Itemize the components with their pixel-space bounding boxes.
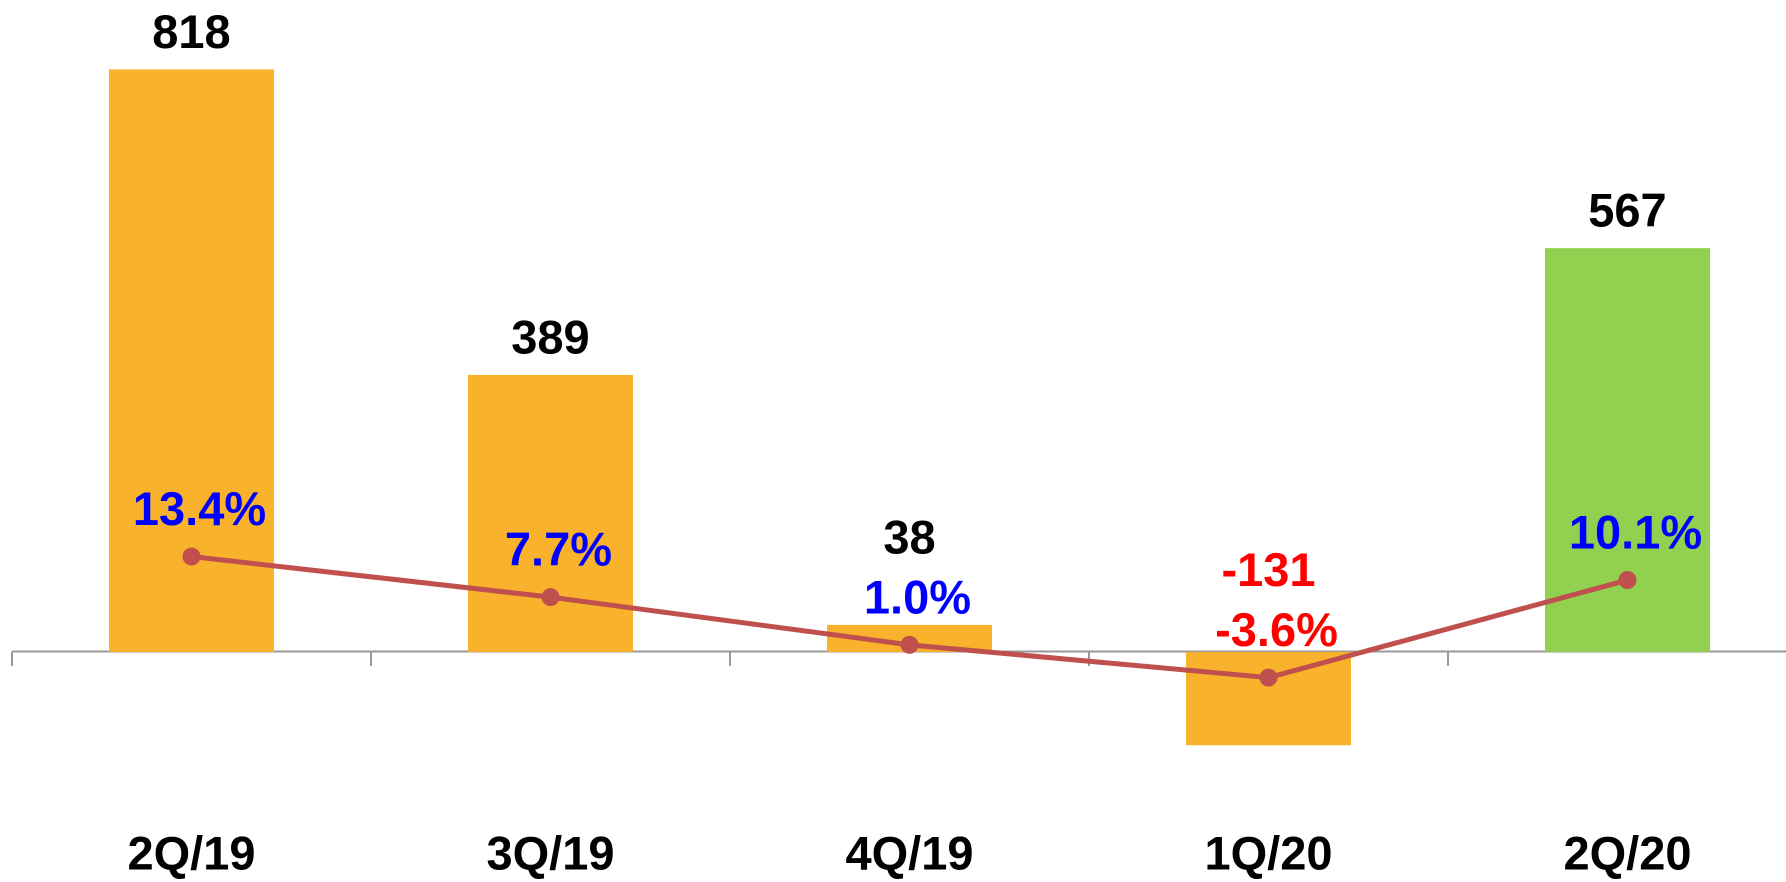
- line-value-label: 10.1%: [1569, 505, 1702, 558]
- line-value-label: 1.0%: [864, 570, 971, 623]
- bar-value-label: -131: [1221, 543, 1315, 596]
- x-tick-label: 4Q/19: [845, 826, 973, 879]
- line-point: [1259, 668, 1278, 687]
- line-value-label: -3.6%: [1215, 603, 1338, 656]
- bar-value-label: 389: [511, 310, 589, 363]
- x-tick-label: 2Q/19: [127, 826, 255, 879]
- line-point: [1618, 571, 1637, 590]
- x-tick-label: 2Q/20: [1563, 826, 1691, 879]
- bar-value-label: 38: [883, 510, 935, 563]
- bar-value-label: 818: [152, 5, 230, 58]
- x-tick-label: 1Q/20: [1204, 826, 1332, 879]
- line-value-label: 7.7%: [505, 523, 612, 576]
- bar: [1545, 248, 1710, 652]
- x-tick-label: 3Q/19: [486, 826, 614, 879]
- bar: [468, 374, 633, 652]
- bar-value-label: 567: [1588, 184, 1666, 237]
- line-point: [541, 588, 560, 607]
- line-value-label: 13.4%: [133, 482, 266, 535]
- line-point: [182, 547, 201, 566]
- line-point: [900, 635, 919, 654]
- bar: [1186, 651, 1351, 746]
